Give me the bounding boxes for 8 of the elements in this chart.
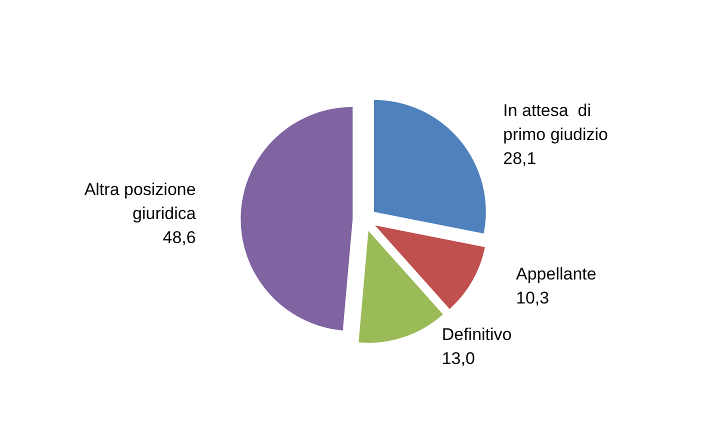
data-label: 13,0: [442, 349, 475, 368]
slice-label: Appellante: [516, 264, 596, 284]
slice-label: Altra posizione giuridica: [84, 180, 196, 224]
data-label: 10,3: [516, 288, 550, 308]
data-label: 48,6: [162, 228, 196, 248]
data-label: 28,1: [503, 148, 536, 168]
slice-label: In attesa di primo giudizio: [503, 100, 608, 144]
slice-label: Definitivo: [442, 325, 512, 344]
